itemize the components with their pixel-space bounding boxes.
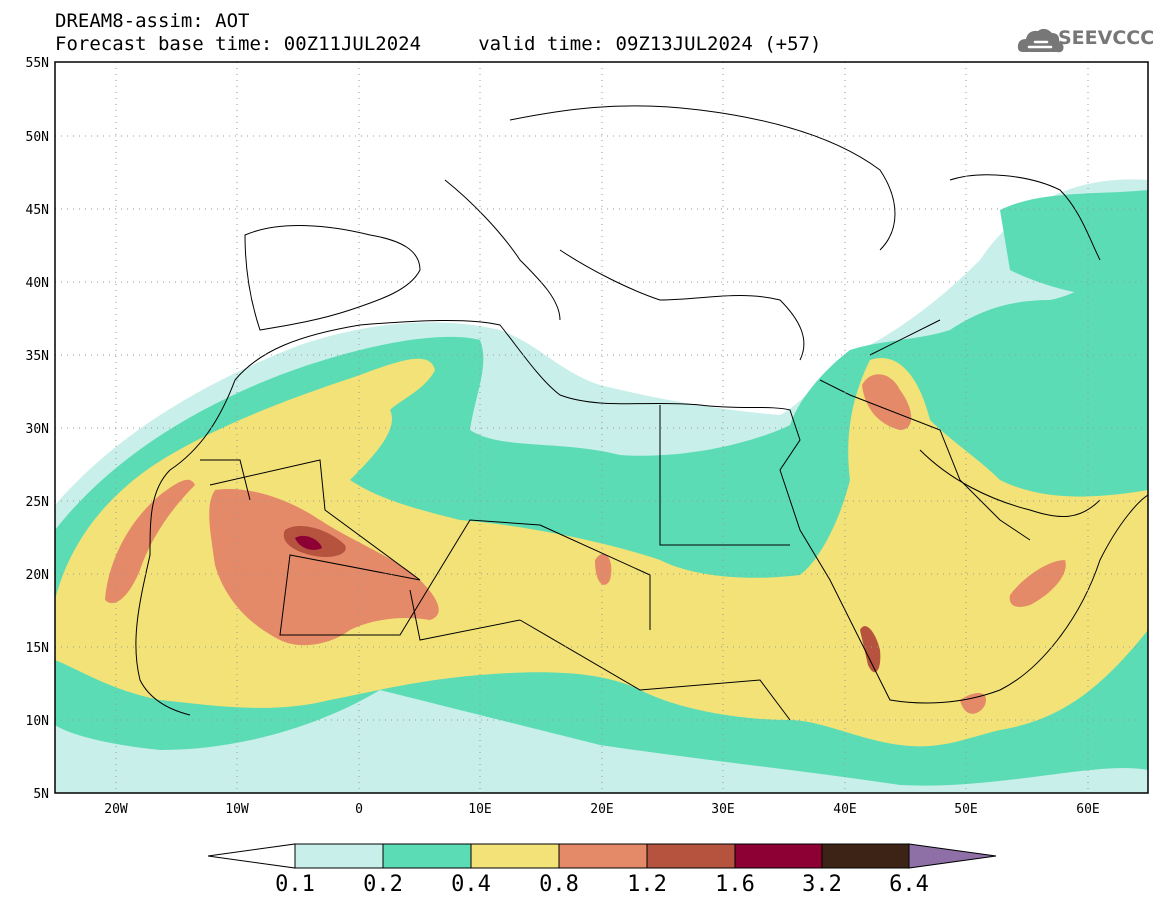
lat-label: 45N: [26, 203, 49, 218]
cloud-icon: [1017, 28, 1064, 53]
lat-label: 5N: [33, 787, 49, 802]
lat-label: 50N: [26, 130, 49, 145]
lon-label: 10E: [468, 802, 491, 817]
colorbar-label: 3.2: [802, 872, 842, 897]
colorbar-segment: [821, 843, 910, 869]
map-frame: [54, 61, 1149, 794]
aot-fields: [55, 179, 1148, 793]
lon-label: 20W: [104, 802, 128, 817]
colorbar-label: 1.2: [627, 872, 667, 897]
map-title: DREAM8-assim: AOT: [55, 10, 250, 32]
lat-label: 35N: [26, 349, 49, 364]
colorbar-segment: [646, 843, 736, 869]
colorbar: 0.1 0.2 0.4 0.8 1.2 1.6 3.2 6.4: [207, 843, 997, 897]
colorbar-over-arrow: [908, 843, 997, 869]
lon-label: 10W: [225, 802, 249, 817]
colorbar-segment: [294, 843, 384, 869]
aot-band-0.8: [209, 489, 439, 646]
colorbar-segment: [382, 843, 472, 869]
aot-band-0.2: [1000, 190, 1148, 300]
lat-labels: 55N 50N 45N 40N 35N 30N 25N 20N 15N 10N …: [26, 56, 49, 802]
lon-label: 50E: [954, 802, 977, 817]
lat-label: 40N: [26, 276, 49, 291]
colorbar-label: 0.4: [451, 872, 491, 897]
grid: [55, 62, 1148, 793]
lon-labels: 20W 10W 0 10E 20E 30E 40E 50E 60E: [104, 802, 1099, 817]
aot-band-0.8: [595, 553, 612, 585]
aot-band-0.8: [862, 374, 912, 430]
forecast-times: Forecast base time: 00Z11JUL2024 valid t…: [55, 33, 822, 55]
logo-text: SEEVCCC: [1058, 27, 1155, 49]
colorbar-label: 0.1: [275, 872, 315, 897]
lat-label: 20N: [26, 568, 49, 583]
lat-label: 10N: [26, 714, 49, 729]
colorbar-under-arrow: [207, 843, 296, 869]
lat-label: 25N: [26, 495, 49, 510]
aot-band-0.8: [1009, 560, 1066, 607]
colorbar-segment: [558, 843, 648, 869]
lon-label: 20E: [590, 802, 613, 817]
lon-label: 40E: [833, 802, 856, 817]
lon-label: 30E: [711, 802, 734, 817]
aot-band-1.6: [295, 535, 322, 550]
colorbar-label: 1.6: [715, 872, 755, 897]
colorbar-label: 6.4: [889, 872, 929, 897]
colorbar-segment: [470, 843, 560, 869]
lat-label: 15N: [26, 641, 49, 656]
lat-label: 30N: [26, 422, 49, 437]
lon-label: 60E: [1076, 802, 1099, 817]
colorbar-segment: [734, 843, 823, 869]
coastlines: [135, 105, 1148, 721]
lat-label: 55N: [26, 56, 49, 71]
colorbar-label: 0.2: [363, 872, 403, 897]
aot-band-1.2: [860, 626, 881, 673]
lon-label: 0: [355, 802, 363, 817]
colorbar-label: 0.8: [539, 872, 579, 897]
